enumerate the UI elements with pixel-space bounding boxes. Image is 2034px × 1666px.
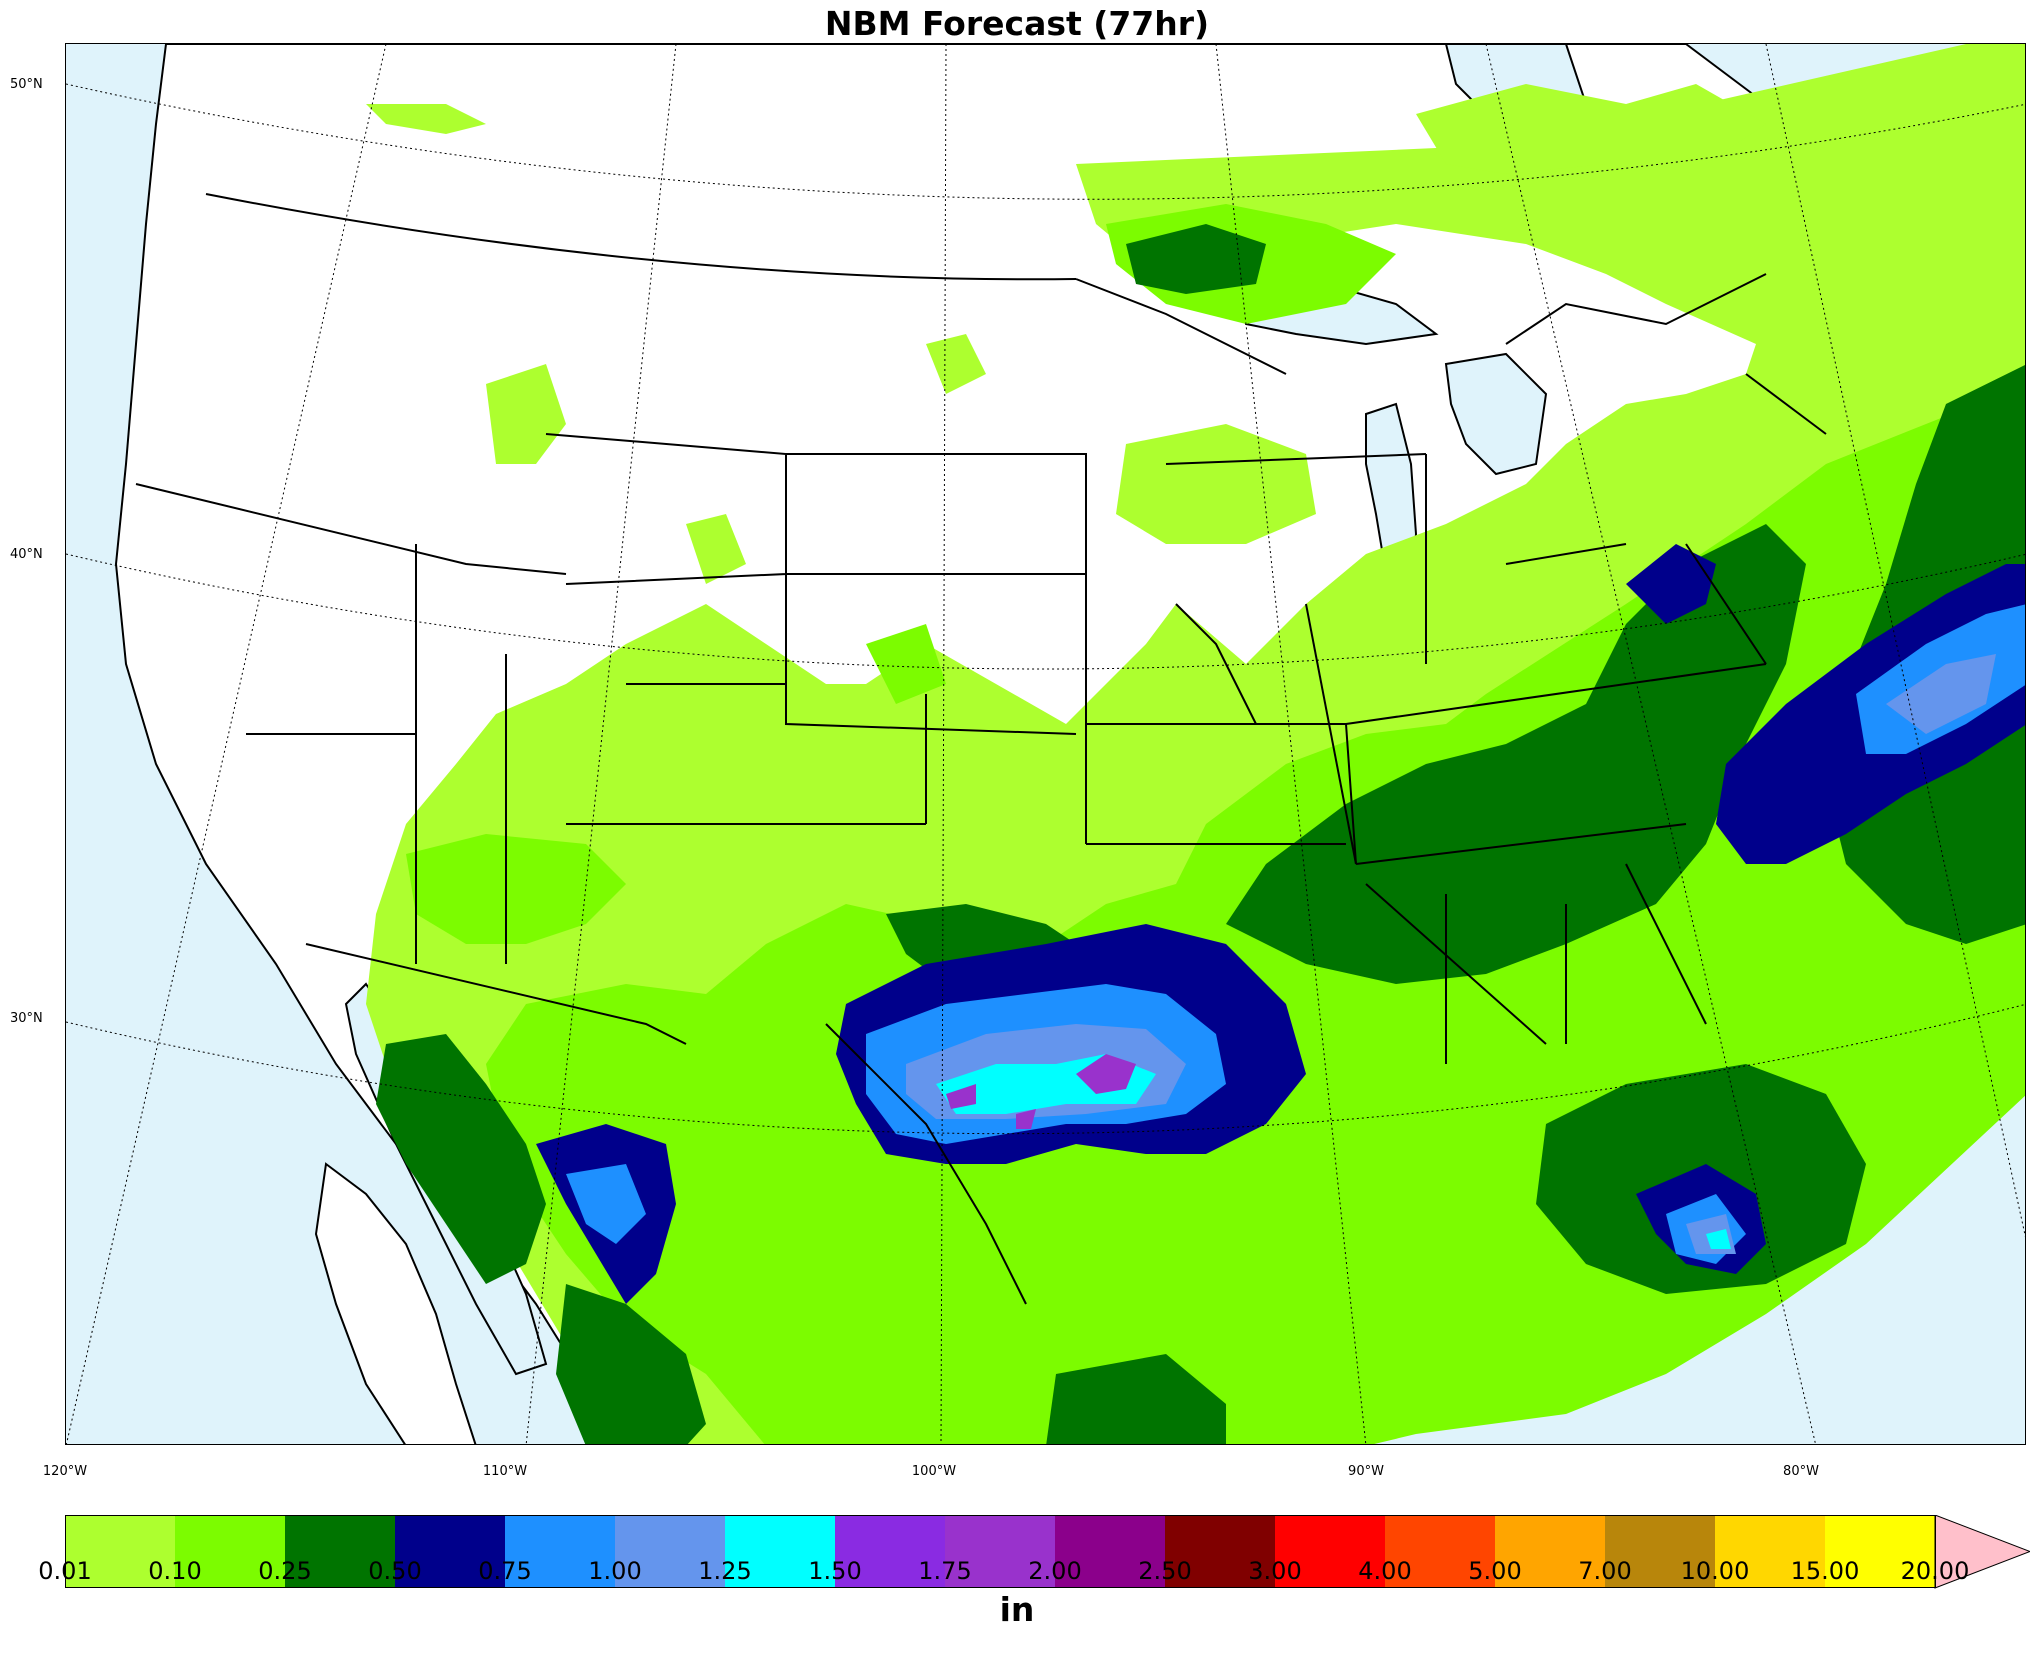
colorbar-tick-label: 0.25 (258, 1557, 312, 1585)
colorbar-segment (1275, 1515, 1385, 1588)
lon-label-80w: 80°W (1783, 1464, 1819, 1479)
colorbar-segment (1385, 1515, 1495, 1588)
colorbar-segment (1605, 1515, 1715, 1588)
colorbar-segment (1715, 1515, 1825, 1588)
colorbar-tick-label: 0.50 (368, 1557, 422, 1585)
colorbar-tick-label: 0.01 (38, 1557, 92, 1585)
colorbar-tick-label: 4.00 (1358, 1557, 1412, 1585)
colorbar-tick-label: 7.00 (1578, 1557, 1632, 1585)
colorbar-segment (725, 1515, 835, 1588)
colorbar-units-label: in (999, 1590, 1035, 1629)
map-canvas (66, 44, 2025, 1444)
colorbar-segment (505, 1515, 615, 1588)
colorbar-tick-label: 15.00 (1790, 1557, 1860, 1585)
precip-1p50 (946, 1054, 1136, 1129)
lon-label-100w: 100°W (911, 1464, 957, 1479)
colorbar-tick-label: 2.00 (1028, 1557, 1082, 1585)
colorbar-segment (1165, 1515, 1275, 1588)
colorbar-tick-label: 3.00 (1248, 1557, 1302, 1585)
colorbar-tick-label: 1.50 (808, 1557, 862, 1585)
colorbar-tick-label: 1.75 (918, 1557, 972, 1585)
state-borders (135, 193, 1827, 1305)
colorbar-segment (285, 1515, 395, 1588)
colorbar-tick-label: 0.10 (148, 1557, 202, 1585)
colorbar-segment (65, 1515, 175, 1588)
colorbar-tick-label: 5.00 (1468, 1557, 1522, 1585)
colorbar-outline (65, 1515, 1936, 1588)
colorbar-segment (1495, 1515, 1605, 1588)
precipitation-map (65, 43, 2026, 1445)
colorbar-tick-label: 20.00 (1900, 1557, 1970, 1585)
lat-label-40n: 40°N (10, 547, 43, 562)
colorbar-tick-label: 0.75 (478, 1557, 532, 1585)
graticule (66, 44, 2025, 1444)
colorbar (65, 1515, 2030, 1589)
colorbar-segment (395, 1515, 505, 1588)
colorbar-tick-label: 1.25 (698, 1557, 752, 1585)
map-title: NBM Forecast (77hr) (824, 4, 1210, 43)
lon-label-110w: 110°W (482, 1464, 528, 1479)
colorbar-tick-label: 10.00 (1680, 1557, 1750, 1585)
colorbar-segment (175, 1515, 285, 1588)
lat-label-50n: 50°N (10, 77, 43, 92)
lon-label-90w: 90°W (1348, 1464, 1384, 1479)
colorbar-tick-label: 1.00 (588, 1557, 642, 1585)
colorbar-segment (835, 1515, 945, 1588)
lat-label-30n: 30°N (10, 1011, 43, 1026)
colorbar-segment (945, 1515, 1055, 1588)
colorbar-segment (1825, 1515, 1935, 1588)
lake-huron (1444, 352, 1548, 476)
baja-peninsula (314, 1162, 477, 1444)
colorbar-segment (615, 1515, 725, 1588)
colorbar-segment (1055, 1515, 1165, 1588)
colorbar-tick-label: 2.50 (1138, 1557, 1192, 1585)
lon-label-120w: 120°W (42, 1464, 88, 1479)
